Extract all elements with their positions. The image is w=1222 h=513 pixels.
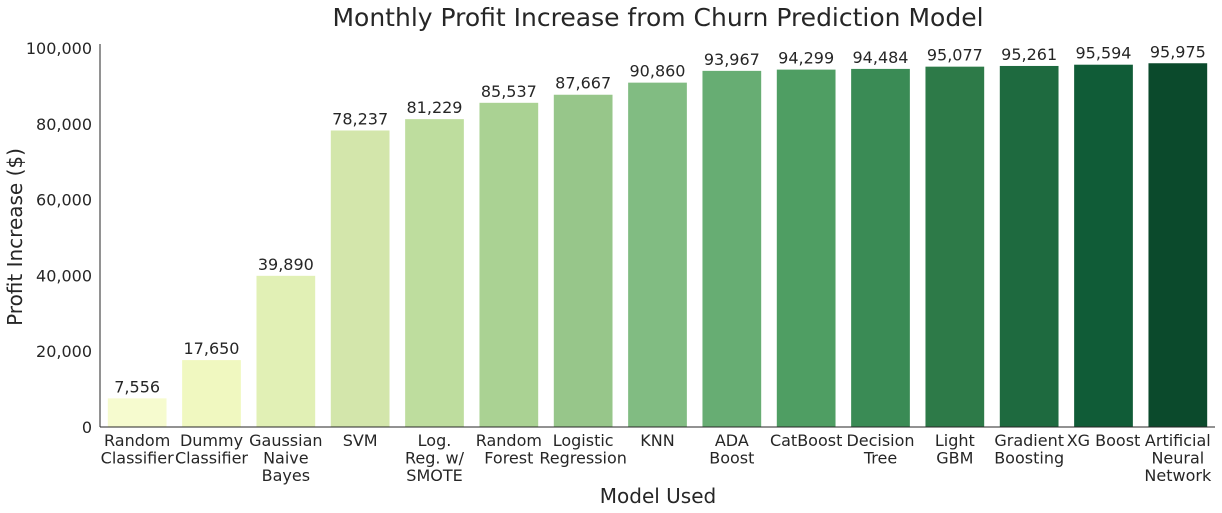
bar <box>405 119 464 427</box>
y-tick-label: 100,000 <box>26 39 92 58</box>
y-tick-label: 60,000 <box>36 191 92 210</box>
y-tick-label: 40,000 <box>36 266 92 285</box>
bar <box>776 69 836 428</box>
bar <box>925 66 985 427</box>
bar-value-label: 85,537 <box>481 82 537 101</box>
x-tick-label: Gaussian Naive Bayes <box>249 431 322 485</box>
bar-value-label: 95,975 <box>1150 42 1206 61</box>
bar <box>479 102 539 427</box>
y-axis-ticks: 0 20,000 40,000 60,000 80,000 100,000 <box>26 39 92 437</box>
y-tick-label: 0 <box>82 418 92 437</box>
bar <box>851 68 910 427</box>
bar-value-label: 95,261 <box>1001 45 1057 64</box>
bar <box>628 82 687 427</box>
bar-value-label: 93,967 <box>704 50 760 69</box>
y-tick-label: 20,000 <box>36 342 92 361</box>
bar <box>182 360 241 427</box>
bar-value-label: 78,237 <box>332 109 388 128</box>
bar-value-label: 39,890 <box>258 255 314 274</box>
bar <box>702 70 762 428</box>
bar-value-label: 94,484 <box>853 48 909 67</box>
x-tick-label: ADA Boost <box>709 431 754 468</box>
bar <box>1148 63 1208 427</box>
bar-value-label: 17,650 <box>184 339 240 358</box>
chart-title: Monthly Profit Increase from Churn Predi… <box>332 3 983 32</box>
bar-value-label: 7,556 <box>114 377 160 396</box>
y-axis-label: Profit Increase ($) <box>3 148 27 326</box>
x-axis-label: Model Used <box>600 484 716 508</box>
bar-value-label: 95,594 <box>1076 44 1132 63</box>
x-tick-label: Random Classifier <box>101 431 174 468</box>
x-tick-label: Light GBM <box>935 431 975 468</box>
bar <box>330 130 390 428</box>
bar <box>1074 64 1133 427</box>
bar <box>999 65 1059 428</box>
bars-group <box>107 63 1208 428</box>
bar <box>553 94 613 428</box>
x-tick-label: Decision Tree <box>846 431 914 468</box>
x-tick-label: Logistic Regression <box>539 431 627 468</box>
x-tick-label: Log. Reg. w/SMOTE <box>405 431 465 485</box>
y-tick-label: 80,000 <box>36 115 92 134</box>
bar-value-label: 81,229 <box>407 98 463 117</box>
x-tick-label: Dummy Classifier <box>175 431 248 468</box>
data-labels-group: 7,556 17,650 39,890 78,237 81,229 85,537 87,66… <box>114 42 1206 396</box>
x-tick-label: KNN <box>640 431 674 450</box>
bar-value-label: 95,077 <box>927 46 983 65</box>
x-tick-label: Random Forest <box>476 431 542 468</box>
bar <box>256 275 316 427</box>
bar-value-label: 94,299 <box>778 49 834 68</box>
x-tick-label: Gradient Boosting <box>994 431 1064 468</box>
bar <box>107 398 167 427</box>
bar-value-label: 90,860 <box>630 62 686 81</box>
x-tick-label: CatBoost <box>770 431 842 450</box>
x-tick-label: SVM <box>343 431 378 450</box>
bar-value-label: 87,667 <box>555 74 611 93</box>
x-tick-label: XG Boost <box>1067 431 1141 450</box>
x-tick-label: Artificial Neural Network <box>1144 431 1212 485</box>
